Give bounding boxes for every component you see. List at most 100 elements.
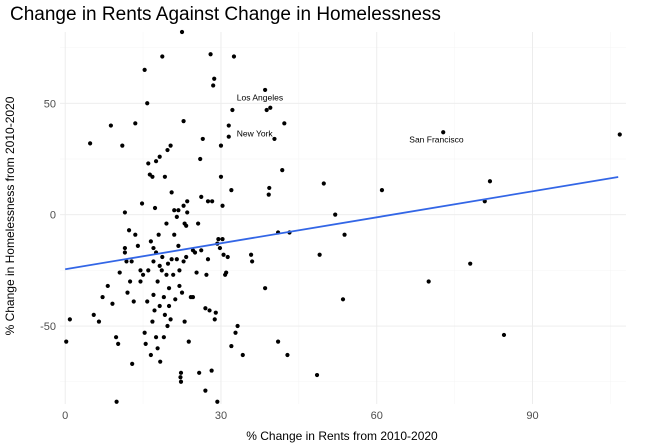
- data-point: [88, 141, 93, 146]
- data-point: [178, 379, 184, 384]
- data-point: [165, 147, 170, 153]
- data-point: [468, 261, 473, 266]
- data-point: [190, 294, 196, 300]
- data-point: [226, 123, 231, 128]
- data-point: [426, 279, 431, 284]
- data-point: [155, 346, 160, 351]
- data-point: [224, 270, 229, 275]
- data-point: [122, 210, 128, 215]
- data-point: [220, 203, 225, 208]
- data-point: [128, 279, 133, 284]
- data-point: [250, 259, 255, 264]
- data-point: [157, 303, 162, 309]
- data-point: [140, 272, 146, 277]
- data-point: [159, 268, 164, 273]
- x-tick-label: 0: [62, 410, 68, 422]
- data-point: [205, 199, 211, 204]
- point-annotation: New York: [237, 128, 274, 138]
- data-point: [379, 188, 385, 193]
- data-point: [125, 290, 130, 295]
- data-point: [100, 294, 105, 300]
- data-point: [209, 368, 214, 373]
- data-point: [184, 254, 189, 260]
- data-point: [204, 272, 209, 277]
- data-point: [145, 101, 150, 106]
- data-point: [171, 272, 176, 277]
- data-point: [129, 259, 134, 264]
- data-point: [161, 335, 166, 340]
- y-axis-ticks: -50 0 50: [40, 98, 56, 333]
- data-point: [200, 136, 205, 142]
- data-point: [198, 156, 203, 162]
- data-point: [169, 190, 174, 195]
- data-point: [235, 323, 240, 329]
- chart-title: Change in Rents Against Change in Homele…: [10, 4, 441, 25]
- data-point: [153, 335, 159, 340]
- data-point: [145, 299, 150, 304]
- data-point: [185, 210, 190, 215]
- data-point: [233, 330, 238, 335]
- data-point: [120, 143, 125, 148]
- data-point: [317, 252, 322, 257]
- data-point: [263, 286, 268, 291]
- data-point: [178, 375, 183, 380]
- data-point: [91, 312, 96, 317]
- data-point: [166, 286, 172, 291]
- annotations: Los Angeles New York San Francisco: [237, 93, 464, 145]
- data-point: [272, 136, 277, 142]
- y-axis-title: % Change in Homelessness from 2010-2020: [3, 96, 17, 335]
- data-point: [105, 283, 110, 289]
- data-point: [229, 343, 234, 349]
- data-point: [126, 228, 132, 233]
- data-point: [146, 268, 151, 273]
- data-point: [212, 76, 217, 81]
- data-point: [267, 185, 272, 191]
- data-point: [151, 259, 156, 264]
- data-point: [280, 168, 285, 173]
- data-point: [139, 201, 145, 206]
- y-tick-label: 0: [50, 210, 56, 222]
- data-point: [116, 341, 121, 346]
- data-point: [156, 232, 161, 237]
- data-point: [179, 29, 185, 35]
- x-axis-ticks: 0 30 60 90: [62, 410, 539, 422]
- data-point: [135, 243, 140, 248]
- data-point: [142, 330, 147, 335]
- data-point: [150, 319, 155, 324]
- data-point: [221, 252, 226, 257]
- data-point: [208, 52, 213, 57]
- data-point: [142, 67, 147, 72]
- data-point: [108, 123, 113, 128]
- data-point: [340, 297, 346, 302]
- data-point: [321, 181, 326, 186]
- data-point: [441, 130, 446, 135]
- data-point: [229, 188, 234, 193]
- data-point: [173, 297, 178, 302]
- data-point: [143, 341, 148, 346]
- data-point: [122, 245, 128, 251]
- data-point: [138, 268, 143, 273]
- data-point: [176, 243, 181, 248]
- data-point: [148, 352, 153, 358]
- data-point: [150, 174, 155, 179]
- data-point: [164, 221, 169, 226]
- data-point: [217, 245, 223, 251]
- data-point: [185, 199, 190, 204]
- grid: [60, 32, 626, 404]
- data-point: [64, 339, 69, 344]
- data-point: [213, 310, 218, 315]
- data-point: [181, 119, 186, 124]
- data-point: [314, 372, 320, 378]
- data-point: [158, 359, 163, 364]
- data-point: [152, 205, 158, 211]
- data-point: [165, 323, 170, 329]
- data-point: [157, 263, 162, 268]
- data-point: [174, 257, 179, 262]
- x-axis-title: % Change in Rents from 2010-2020: [246, 429, 438, 443]
- data-point: [168, 143, 173, 148]
- data-point: [282, 121, 287, 126]
- data-point: [231, 54, 237, 59]
- data-point: [130, 361, 135, 367]
- data-point: [617, 132, 622, 137]
- data-point: [342, 232, 347, 237]
